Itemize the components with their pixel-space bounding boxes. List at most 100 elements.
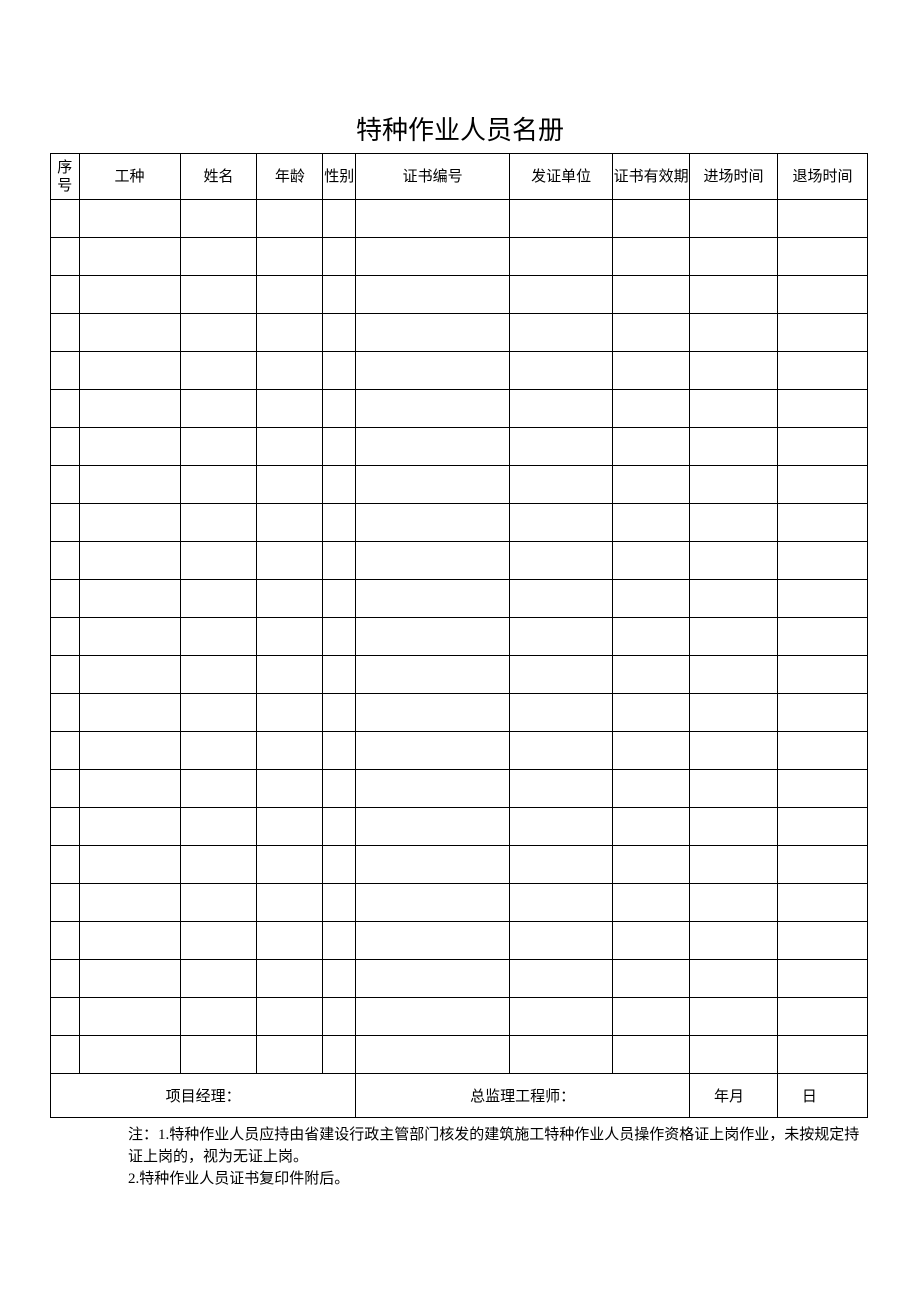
table-cell <box>180 428 257 466</box>
table-cell <box>79 846 180 884</box>
table-cell <box>356 960 510 998</box>
table-cell <box>613 466 690 504</box>
table-cell <box>509 922 612 960</box>
table-cell <box>777 1036 867 1074</box>
table-cell <box>257 656 323 694</box>
table-cell <box>690 922 778 960</box>
table-cell <box>79 1036 180 1074</box>
table-header: 序号 工种 姓名 年龄 性别 证书编号 发证单位 证书有效期 进场时间 退场时间 <box>51 154 868 200</box>
table-cell <box>79 276 180 314</box>
table-cell <box>356 656 510 694</box>
table-cell <box>180 998 257 1036</box>
table-cell <box>690 732 778 770</box>
table-cell <box>180 694 257 732</box>
table-cell <box>509 314 612 352</box>
table-cell <box>356 466 510 504</box>
table-cell <box>51 884 80 922</box>
table-row <box>51 200 868 238</box>
table-cell <box>777 922 867 960</box>
table-cell <box>777 276 867 314</box>
table-cell <box>777 352 867 390</box>
table-row <box>51 352 868 390</box>
table-cell <box>180 732 257 770</box>
table-cell <box>51 808 80 846</box>
table-cell <box>323 808 356 846</box>
footnote-1: 注：1.特种作业人员应持由省建设行政主管部门核发的建筑施工特种作业人员操作资格证… <box>128 1124 868 1168</box>
table-cell <box>509 998 612 1036</box>
table-cell <box>613 884 690 922</box>
table-cell <box>356 770 510 808</box>
table-cell <box>180 504 257 542</box>
table-cell <box>690 618 778 656</box>
table-cell <box>257 884 323 922</box>
table-cell <box>323 542 356 580</box>
table-cell <box>51 694 80 732</box>
page: 特种作业人员名册 序号 工种 姓名 年龄 性别 证书编号 发证单位 证书有效期 … <box>0 0 920 1190</box>
table-cell <box>613 352 690 390</box>
table-cell <box>509 542 612 580</box>
table-cell <box>51 770 80 808</box>
col-header-type: 工种 <box>79 154 180 200</box>
table-cell <box>690 580 778 618</box>
table-cell <box>180 390 257 428</box>
table-cell <box>690 504 778 542</box>
table-cell <box>613 238 690 276</box>
table-cell <box>257 998 323 1036</box>
table-cell <box>51 1036 80 1074</box>
table-cell <box>356 352 510 390</box>
table-cell <box>690 276 778 314</box>
table-row <box>51 428 868 466</box>
table-cell <box>613 276 690 314</box>
col-header-gender: 性别 <box>323 154 356 200</box>
col-header-seq: 序号 <box>51 154 80 200</box>
table-cell <box>79 352 180 390</box>
table-row <box>51 998 868 1036</box>
table-cell <box>323 276 356 314</box>
table-cell <box>257 732 323 770</box>
table-cell <box>690 238 778 276</box>
table-cell <box>356 542 510 580</box>
table-cell <box>777 618 867 656</box>
table-cell <box>79 580 180 618</box>
table-cell <box>180 770 257 808</box>
table-cell <box>356 694 510 732</box>
table-cell <box>79 200 180 238</box>
table-row <box>51 922 868 960</box>
table-cell <box>51 238 80 276</box>
table-cell <box>51 200 80 238</box>
table-cell <box>257 314 323 352</box>
table-cell <box>509 1036 612 1074</box>
table-cell <box>613 428 690 466</box>
col-header-name: 姓名 <box>180 154 257 200</box>
table-body <box>51 200 868 1074</box>
table-row <box>51 618 868 656</box>
footnote-2: 2.特种作业人员证书复印件附后。 <box>128 1168 868 1190</box>
table-cell <box>613 846 690 884</box>
table-cell <box>323 998 356 1036</box>
table-cell <box>509 580 612 618</box>
col-header-issuer: 发证单位 <box>509 154 612 200</box>
table-cell <box>777 808 867 846</box>
table-cell <box>509 238 612 276</box>
table-cell <box>690 656 778 694</box>
table-cell <box>323 846 356 884</box>
table-cell <box>79 922 180 960</box>
table-cell <box>356 884 510 922</box>
table-cell <box>356 998 510 1036</box>
table-cell <box>613 808 690 846</box>
table-cell <box>356 846 510 884</box>
table-cell <box>613 314 690 352</box>
table-row <box>51 1036 868 1074</box>
table-cell <box>509 390 612 428</box>
table-cell <box>777 580 867 618</box>
table-row <box>51 732 868 770</box>
table-cell <box>777 960 867 998</box>
table-cell <box>690 770 778 808</box>
table-cell <box>613 770 690 808</box>
table-cell <box>777 694 867 732</box>
table-cell <box>356 580 510 618</box>
table-row <box>51 694 868 732</box>
table-cell <box>79 884 180 922</box>
table-cell <box>323 656 356 694</box>
table-row <box>51 390 868 428</box>
